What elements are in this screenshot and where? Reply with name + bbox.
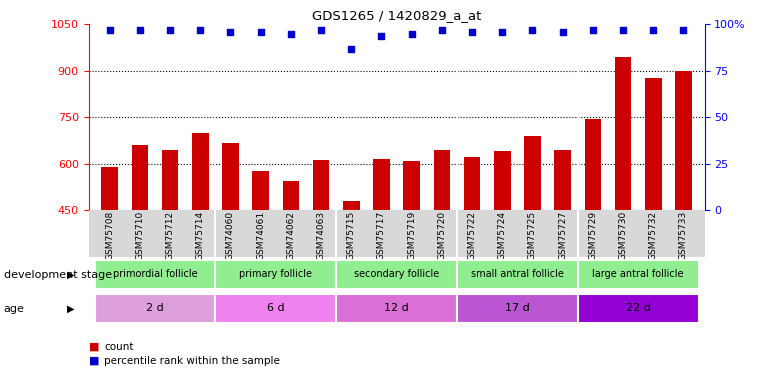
Point [194,27,206,33]
Text: GSM75727: GSM75727 [558,211,567,260]
Text: GSM75724: GSM75724 [497,211,507,260]
Bar [457,294,578,323]
Bar [283,181,300,210]
Point [315,27,327,33]
Text: GSM75733: GSM75733 [679,211,688,260]
Text: GSM75729: GSM75729 [588,211,598,260]
Text: age: age [4,304,25,313]
Text: 17 d: 17 d [505,303,530,313]
Bar [95,260,216,289]
Bar [464,157,480,210]
Point [285,31,297,37]
Point [134,27,146,33]
Point [678,27,690,33]
Bar [216,294,336,323]
Bar [434,150,450,210]
Text: small antral follicle: small antral follicle [471,269,564,279]
Point [587,27,599,33]
Text: ▶: ▶ [67,270,75,280]
Bar [645,78,661,210]
Bar [216,260,336,289]
Bar [403,160,420,210]
Point [345,45,357,51]
Point [617,27,629,33]
Bar [584,119,601,210]
Text: GSM74061: GSM74061 [256,211,265,260]
Text: primordial follicle: primordial follicle [112,269,197,279]
Bar [457,260,578,289]
Bar [614,57,631,210]
Text: percentile rank within the sample: percentile rank within the sample [104,356,280,366]
Bar [223,144,239,210]
Bar [313,160,330,210]
Text: GSM75708: GSM75708 [105,211,114,260]
Text: GSM75717: GSM75717 [377,211,386,260]
Text: GSM75712: GSM75712 [166,211,175,260]
Text: secondary follicle: secondary follicle [354,269,439,279]
Text: GSM75719: GSM75719 [407,211,416,260]
Text: GSM74060: GSM74060 [226,211,235,260]
Bar [102,166,118,210]
Text: ■: ■ [89,342,99,352]
Text: GSM75714: GSM75714 [196,211,205,260]
Bar [494,151,511,210]
Text: GSM75725: GSM75725 [528,211,537,260]
Bar [343,201,360,210]
Point [557,29,569,35]
Text: GSM74062: GSM74062 [286,211,296,260]
Text: GSM75730: GSM75730 [618,211,628,260]
Text: GSM75722: GSM75722 [467,211,477,260]
Point [103,27,116,33]
Point [526,27,538,33]
Point [436,27,448,33]
Point [255,29,267,35]
Bar [192,133,209,210]
Text: 2 d: 2 d [146,303,164,313]
Point [224,29,236,35]
Point [375,33,387,39]
Bar [336,260,457,289]
Text: 6 d: 6 d [267,303,285,313]
Text: 12 d: 12 d [384,303,409,313]
Bar [336,294,457,323]
Text: ■: ■ [89,356,99,366]
Bar [524,136,541,210]
Point [466,29,478,35]
Point [496,29,508,35]
Text: 22 d: 22 d [626,303,651,313]
Text: ▶: ▶ [67,304,75,313]
Bar [578,294,698,323]
Bar [373,159,390,210]
Text: GSM75720: GSM75720 [437,211,447,260]
Bar [578,260,698,289]
Title: GDS1265 / 1420829_a_at: GDS1265 / 1420829_a_at [312,9,481,22]
Bar [554,150,571,210]
Point [164,27,176,33]
Bar [95,294,216,323]
Text: GSM75715: GSM75715 [346,211,356,260]
Bar [162,150,179,210]
Bar [89,210,705,257]
Bar [675,71,691,210]
Bar [132,145,148,210]
Text: GSM74063: GSM74063 [316,211,326,260]
Point [647,27,659,33]
Text: primary follicle: primary follicle [239,269,313,279]
Point [406,31,418,37]
Text: GSM75732: GSM75732 [648,211,658,260]
Text: count: count [104,342,133,352]
Text: GSM75710: GSM75710 [136,211,145,260]
Text: development stage: development stage [4,270,112,280]
Bar [253,171,269,210]
Text: large antral follicle: large antral follicle [592,269,684,279]
